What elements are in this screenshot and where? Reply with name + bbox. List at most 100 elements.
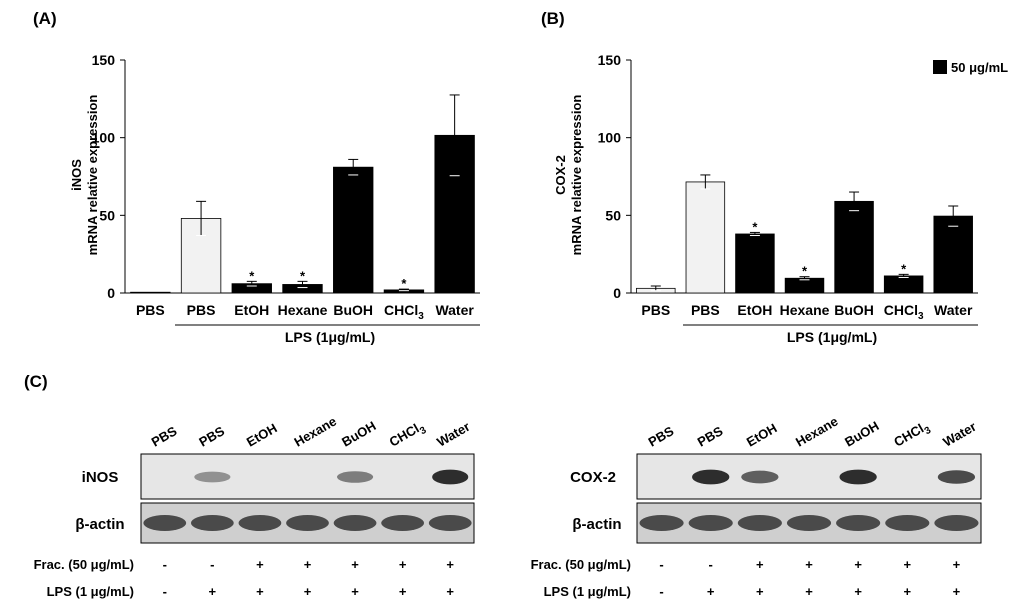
category-label: CHCl3: [884, 302, 924, 322]
frac-sign: +: [756, 557, 764, 572]
bar: [834, 200, 874, 294]
lane-label: CHCl3: [891, 418, 933, 453]
lps-label-right: LPS (1 μg/mL): [544, 584, 631, 599]
bands-inos: [194, 469, 469, 485]
category-label: CHCl3: [384, 302, 424, 322]
row-label-actin-right: β-actin: [572, 516, 621, 533]
bar: [784, 277, 825, 294]
actin-band: [934, 515, 979, 531]
lps-sign: +: [756, 584, 764, 599]
bands-actin-right: [639, 515, 979, 531]
protein-band: [839, 469, 877, 485]
lane-label: Water: [434, 419, 472, 450]
lps-sign: +: [304, 584, 312, 599]
frac-sign: +: [304, 557, 312, 572]
category-label: Hexane: [780, 302, 830, 318]
actin-band: [688, 515, 733, 531]
actin-band: [428, 515, 472, 531]
frac-sign: -: [659, 557, 663, 572]
frac-sign: +: [399, 557, 407, 572]
category-label: EtOH: [737, 302, 772, 318]
lane-label: BuOH: [842, 418, 881, 449]
significance-star: *: [249, 268, 255, 283]
panel-label-a: (A): [33, 9, 57, 28]
actin-band: [737, 515, 782, 531]
group-label-a: LPS (1μg/mL): [285, 329, 375, 345]
frac-sign: +: [805, 557, 813, 572]
actin-band: [333, 515, 377, 531]
category-label: Water: [934, 302, 973, 318]
category-label: PBS: [691, 302, 720, 318]
lane-label: Hexane: [292, 413, 340, 449]
y-axis-title-a-line1: iNOS: [69, 159, 84, 191]
lps-sign: -: [659, 584, 663, 599]
bar: [130, 291, 171, 294]
frac-label-right: Frac. (50 μg/mL): [531, 557, 631, 572]
frac-sign: +: [256, 557, 264, 572]
lps-sign: +: [805, 584, 813, 599]
row-label-inos: iNOS: [82, 469, 119, 486]
lps-sign: +: [209, 584, 217, 599]
lps-sign: +: [953, 584, 961, 599]
group-label-b: LPS (1μg/mL): [787, 329, 877, 345]
actin-band: [238, 515, 282, 531]
bars-a: * * *: [130, 94, 475, 294]
lane-labels-left: PBS PBS EtOH Hexane BuOH CHCl3 Water: [149, 413, 473, 453]
panel-label-b: (B): [541, 9, 565, 28]
y-ticks-b: 0 50 100 150: [598, 52, 631, 301]
category-labels-b: PBS PBS EtOH Hexane BuOH CHCl3 Water: [641, 302, 973, 322]
category-label: Water: [435, 302, 474, 318]
category-label: BuOH: [333, 302, 373, 318]
protein-band: [937, 470, 976, 484]
y-axis-title-b-line1: COX-2: [553, 155, 568, 195]
protein-band: [336, 471, 374, 483]
bands-cox2: [692, 469, 976, 485]
y-tick-label: 100: [598, 130, 622, 146]
blot-right: PBS PBS EtOH Hexane BuOH CHCl3 Water COX-2 β-a…: [531, 413, 982, 599]
lane-label: PBS: [149, 423, 180, 450]
lps-sign: +: [446, 584, 454, 599]
significance-star: *: [901, 261, 907, 276]
western-blot-panel: (C) PBS PBS EtOH Hexane BuOH CHCl3 Water iNOS …: [24, 372, 982, 599]
frac-sign: +: [854, 557, 862, 572]
bars-b: * * *: [636, 174, 973, 294]
lane-label: PBS: [695, 423, 726, 450]
significance-star: *: [802, 264, 808, 279]
frac-sign: -: [709, 557, 713, 572]
lps-sign: +: [707, 584, 715, 599]
y-axis-title-b-line2: mRNA relative expression: [569, 95, 584, 256]
category-label: EtOH: [234, 302, 269, 318]
bar: [883, 275, 924, 294]
category-label: PBS: [641, 302, 670, 318]
frac-sign: -: [210, 557, 214, 572]
frac-sign: +: [446, 557, 454, 572]
lane-label: BuOH: [339, 418, 378, 449]
panel-label-c: (C): [24, 372, 48, 391]
y-tick-label: 150: [92, 52, 116, 68]
chart-b: (B) COX-2 mRNA relative expression 0 50 10…: [541, 9, 1008, 345]
actin-band: [190, 515, 234, 531]
actin-band: [286, 515, 329, 531]
frac-sign: -: [163, 557, 167, 572]
lane-label: EtOH: [744, 420, 780, 449]
category-label: PBS: [136, 302, 165, 318]
lane-label: Hexane: [793, 413, 841, 449]
actin-band: [885, 515, 930, 531]
frac-sign: +: [903, 557, 911, 572]
treatment-signs-left: - - - + + + + + + + + + + +: [163, 557, 455, 599]
category-label: BuOH: [834, 302, 874, 318]
lps-sign: +: [399, 584, 407, 599]
bar: [685, 181, 726, 294]
lps-sign: +: [256, 584, 264, 599]
bands-actin-left: [143, 515, 472, 531]
lps-sign: +: [351, 584, 359, 599]
lps-label-left: LPS (1 μg/mL): [47, 584, 134, 599]
category-label: Hexane: [278, 302, 328, 318]
protein-band: [741, 470, 779, 484]
y-tick-label: 0: [613, 285, 621, 301]
y-tick-label: 50: [99, 207, 115, 223]
y-tick-label: 50: [605, 207, 621, 223]
y-tick-label: 150: [598, 52, 622, 68]
category-labels-a: PBS PBS EtOH Hexane BuOH CHCl3 Water: [136, 302, 474, 322]
